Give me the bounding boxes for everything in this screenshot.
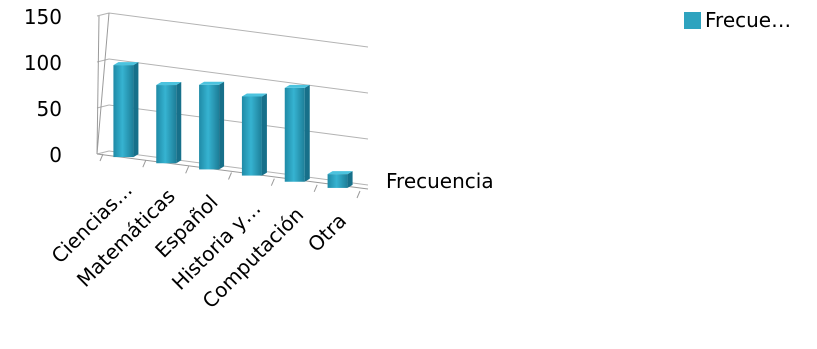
gridline [108,150,369,186]
y-tick-label: 150 [24,5,62,29]
bar-front [327,174,348,188]
bar-top [156,82,182,86]
y-tick-labels: 0 50 100 150 [24,5,62,167]
bar-top [113,62,139,66]
x-axis-title: Frecuencia [386,169,494,193]
bar-side [261,93,267,176]
bar [241,93,267,176]
y-axis-line [96,12,110,155]
bar-top [327,171,353,175]
gridline [108,12,369,48]
bar-side [176,82,182,164]
gridline-side [96,104,110,109]
gridline [108,104,369,140]
bar [199,81,225,170]
bar [113,62,139,158]
x-tick-label: Otra [303,208,351,256]
bar-front [241,96,262,176]
x-tick-mark [228,172,232,180]
x-tick-mark [270,178,275,186]
gridline [108,58,369,94]
bar-top [199,81,225,85]
y-tick-label: 0 [49,143,62,167]
bar-top [241,93,267,97]
bar [156,82,182,164]
x-axis-line [96,153,369,190]
bar-side [219,81,225,170]
x-tick-mark [99,153,104,162]
bar-front [156,85,177,164]
bar [327,171,353,188]
x-tick-mark [356,190,361,199]
y-tick-label: 50 [37,97,62,121]
bar-side [347,171,353,188]
bar-side [304,84,310,182]
y-axis-front [96,15,100,155]
bar-top [284,84,310,88]
gridlines [96,12,369,186]
bar-side [133,62,139,158]
x-tick-mark [313,184,318,193]
legend-label: Frecue… [705,8,792,32]
x-tick-mark [142,159,147,168]
legend: Frecue… [684,7,791,33]
y-tick-label: 100 [24,51,62,75]
gridline-side [96,150,110,155]
bar-front [284,87,305,182]
bar-front [199,84,220,170]
axes [96,12,369,199]
bars [113,62,353,188]
x-tick-mark [185,166,190,174]
legend-swatch [684,11,701,29]
gridline-side [96,12,110,17]
bar-front [113,65,134,158]
gridline-side [96,58,110,63]
bar [284,84,310,182]
